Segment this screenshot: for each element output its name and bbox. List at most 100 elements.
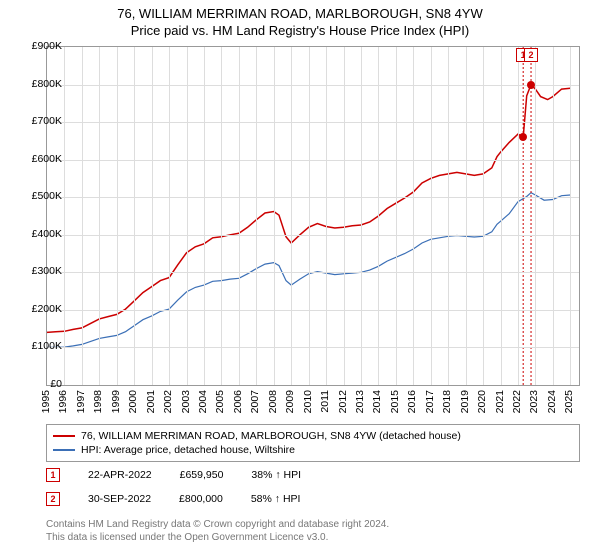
sale-delta-1: 38% ↑ HPI (251, 469, 301, 481)
xtick-label: 1996 (57, 390, 69, 413)
grid-v (501, 47, 502, 385)
grid-v (396, 47, 397, 385)
xtick-label: 2009 (284, 390, 296, 413)
grid-v (518, 47, 519, 385)
grid-v (291, 47, 292, 385)
grid-v (378, 47, 379, 385)
footer-line-2: This data is licensed under the Open Gov… (46, 531, 389, 544)
sale-date-2: 30-SEP-2022 (88, 493, 151, 505)
ytick-label: £700K (32, 115, 62, 127)
sale-row-1: 1 22-APR-2022 £659,950 38% ↑ HPI (46, 468, 301, 482)
footer-line-1: Contains HM Land Registry data © Crown c… (46, 518, 389, 531)
sale-marker-1: 1 (46, 468, 60, 482)
footer: Contains HM Land Registry data © Crown c… (46, 518, 389, 544)
grid-v (413, 47, 414, 385)
xtick-label: 2005 (214, 390, 226, 413)
grid-v (117, 47, 118, 385)
grid-v (256, 47, 257, 385)
title-main: 76, WILLIAM MERRIMAN ROAD, MARLBOROUGH, … (0, 6, 600, 21)
grid-h (47, 160, 579, 161)
chart-container: 76, WILLIAM MERRIMAN ROAD, MARLBOROUGH, … (0, 0, 600, 560)
xtick-label: 2001 (145, 390, 157, 413)
xtick-label: 2025 (563, 390, 575, 413)
grid-v (570, 47, 571, 385)
grid-v (448, 47, 449, 385)
chart-svg (47, 47, 579, 385)
event-dot (519, 133, 527, 141)
grid-v (344, 47, 345, 385)
grid-h (47, 235, 579, 236)
grid-v (239, 47, 240, 385)
event-dot (527, 81, 535, 89)
xtick-label: 2010 (302, 390, 314, 413)
xtick-label: 2012 (337, 390, 349, 413)
ytick-label: £800K (32, 78, 62, 90)
legend-row: 76, WILLIAM MERRIMAN ROAD, MARLBOROUGH, … (53, 429, 573, 443)
grid-v (483, 47, 484, 385)
event-marker: 2 (524, 48, 538, 62)
legend-box: 76, WILLIAM MERRIMAN ROAD, MARLBOROUGH, … (46, 424, 580, 462)
xtick-label: 2019 (459, 390, 471, 413)
xtick-label: 2000 (127, 390, 139, 413)
sale-delta-2: 58% ↑ HPI (251, 493, 301, 505)
xtick-label: 2017 (424, 390, 436, 413)
xtick-label: 1999 (110, 390, 122, 413)
grid-v (274, 47, 275, 385)
xtick-label: 2013 (354, 390, 366, 413)
grid-v (535, 47, 536, 385)
grid-v (187, 47, 188, 385)
xtick-label: 2015 (389, 390, 401, 413)
legend-label: HPI: Average price, detached house, Wilt… (81, 444, 295, 456)
xtick-label: 2020 (476, 390, 488, 413)
ytick-label: £200K (32, 303, 62, 315)
xtick-label: 2011 (319, 390, 331, 413)
xtick-label: 1998 (92, 390, 104, 413)
xtick-label: 2003 (180, 390, 192, 413)
ytick-label: £900K (32, 40, 62, 52)
xtick-label: 2021 (494, 390, 506, 413)
xtick-label: 2004 (197, 390, 209, 413)
grid-v (309, 47, 310, 385)
xtick-label: 2006 (232, 390, 244, 413)
xtick-label: 1997 (75, 390, 87, 413)
grid-v (152, 47, 153, 385)
ytick-label: £600K (32, 153, 62, 165)
title-block: 76, WILLIAM MERRIMAN ROAD, MARLBOROUGH, … (0, 0, 600, 38)
xtick-label: 1995 (40, 390, 52, 413)
grid-h (47, 85, 579, 86)
xtick-label: 2022 (511, 390, 523, 413)
grid-h (47, 122, 579, 123)
xtick-label: 2018 (441, 390, 453, 413)
xtick-label: 2002 (162, 390, 174, 413)
ytick-label: £500K (32, 190, 62, 202)
grid-v (204, 47, 205, 385)
grid-v (326, 47, 327, 385)
grid-h (47, 347, 579, 348)
grid-v (361, 47, 362, 385)
ytick-label: £300K (32, 265, 62, 277)
legend-swatch (53, 435, 75, 437)
grid-v (169, 47, 170, 385)
xtick-label: 2024 (546, 390, 558, 413)
xtick-label: 2008 (267, 390, 279, 413)
grid-v (64, 47, 65, 385)
grid-v (221, 47, 222, 385)
sale-price-2: £800,000 (179, 493, 223, 505)
xtick-label: 2016 (406, 390, 418, 413)
grid-v (466, 47, 467, 385)
sale-date-1: 22-APR-2022 (88, 469, 152, 481)
sale-price-1: £659,950 (180, 469, 224, 481)
xtick-label: 2007 (249, 390, 261, 413)
ytick-label: £400K (32, 228, 62, 240)
ytick-label: £0 (50, 378, 62, 390)
legend-label: 76, WILLIAM MERRIMAN ROAD, MARLBOROUGH, … (81, 430, 461, 442)
grid-h (47, 197, 579, 198)
legend-swatch (53, 449, 75, 451)
xtick-label: 2023 (528, 390, 540, 413)
title-sub: Price paid vs. HM Land Registry's House … (0, 23, 600, 38)
grid-v (99, 47, 100, 385)
grid-v (553, 47, 554, 385)
grid-v (431, 47, 432, 385)
xtick-label: 2014 (371, 390, 383, 413)
grid-v (82, 47, 83, 385)
